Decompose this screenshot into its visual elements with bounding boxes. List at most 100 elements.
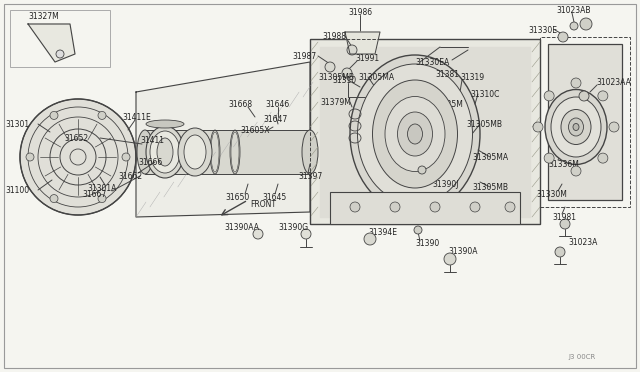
Text: 31666: 31666 [138,157,163,167]
Text: 31335M: 31335M [432,99,463,109]
Text: 31330M: 31330M [536,189,567,199]
Circle shape [390,202,400,212]
Ellipse shape [350,55,480,213]
Ellipse shape [302,130,318,174]
Bar [548,44,622,200]
Polygon shape [320,47,530,217]
Text: 31991: 31991 [355,54,379,62]
Text: J3 00CR: J3 00CR [568,354,595,360]
Text: 31301: 31301 [5,119,29,128]
Circle shape [350,202,360,212]
Circle shape [580,18,592,30]
Text: 31667: 31667 [82,189,106,199]
Ellipse shape [551,97,601,157]
Ellipse shape [397,112,433,156]
Circle shape [558,32,568,42]
Text: 31981: 31981 [552,212,576,221]
Circle shape [598,153,608,163]
Text: 31305MB: 31305MB [466,119,502,128]
Ellipse shape [178,128,212,176]
Text: 31988: 31988 [322,32,346,41]
Text: 31379M: 31379M [320,97,351,106]
Text: 31023AB: 31023AB [556,6,591,15]
Circle shape [347,45,357,55]
Bar [330,192,520,224]
Bar [145,130,310,174]
Circle shape [444,253,456,265]
Text: 31327M: 31327M [28,12,59,20]
Text: 31310C: 31310C [470,90,499,99]
Circle shape [20,99,136,215]
Circle shape [470,202,480,212]
Circle shape [544,153,554,163]
Ellipse shape [184,135,206,169]
Circle shape [571,78,581,88]
Ellipse shape [561,109,591,144]
Text: 31023AA: 31023AA [596,77,631,87]
Text: 31381: 31381 [435,70,459,78]
Text: 31605X: 31605X [240,125,269,135]
Text: FRONT: FRONT [250,199,276,208]
Circle shape [253,229,263,239]
Text: 31647: 31647 [263,115,287,124]
Circle shape [570,22,578,30]
Circle shape [560,219,570,229]
Text: 31987: 31987 [292,51,316,61]
Text: 31390J: 31390J [432,180,458,189]
Text: 31305MA: 31305MA [472,153,508,161]
Circle shape [26,153,34,161]
Circle shape [122,153,130,161]
Ellipse shape [385,96,445,171]
Circle shape [98,112,106,119]
Text: 31397: 31397 [298,171,323,180]
Circle shape [533,122,543,132]
Circle shape [609,122,619,132]
Ellipse shape [408,124,422,144]
Text: 31305MA: 31305MA [358,73,394,81]
Text: 31336M: 31336M [548,160,579,169]
Ellipse shape [146,120,184,128]
Circle shape [544,91,554,101]
Circle shape [414,226,422,234]
Circle shape [579,91,589,101]
Text: 31411E: 31411E [122,112,151,122]
Text: 31645: 31645 [262,192,286,202]
Text: 31662: 31662 [118,171,142,180]
Circle shape [598,91,608,101]
Text: 31330EA: 31330EA [415,58,449,67]
Circle shape [418,166,426,174]
Circle shape [50,112,58,119]
Text: 31310: 31310 [332,76,356,84]
Circle shape [98,195,106,203]
Circle shape [505,202,515,212]
Text: 31330E: 31330E [528,26,557,35]
Bar [540,37,630,207]
Ellipse shape [157,138,173,166]
Text: 31305MB: 31305MB [318,73,354,81]
Text: 31650: 31650 [225,192,249,202]
Text: 31301A: 31301A [87,183,116,192]
Text: 31652: 31652 [64,134,88,142]
Bar [10,10,110,67]
Circle shape [555,247,565,257]
Text: 31390A: 31390A [448,247,477,257]
Ellipse shape [372,80,458,188]
Circle shape [571,166,581,176]
Text: 31100: 31100 [5,186,29,195]
Text: 31390AA: 31390AA [224,222,259,231]
Ellipse shape [568,118,584,136]
Text: 31305MB: 31305MB [472,183,508,192]
Circle shape [301,229,311,239]
Circle shape [56,50,64,58]
Circle shape [364,233,376,245]
Circle shape [325,62,335,72]
Ellipse shape [150,131,180,173]
Text: 31668: 31668 [228,99,252,109]
Text: 31390G: 31390G [278,222,308,231]
Circle shape [50,195,58,203]
Bar [310,39,540,224]
Polygon shape [28,24,75,62]
Text: 31023A: 31023A [568,237,597,247]
Ellipse shape [545,90,607,164]
Ellipse shape [573,124,579,131]
